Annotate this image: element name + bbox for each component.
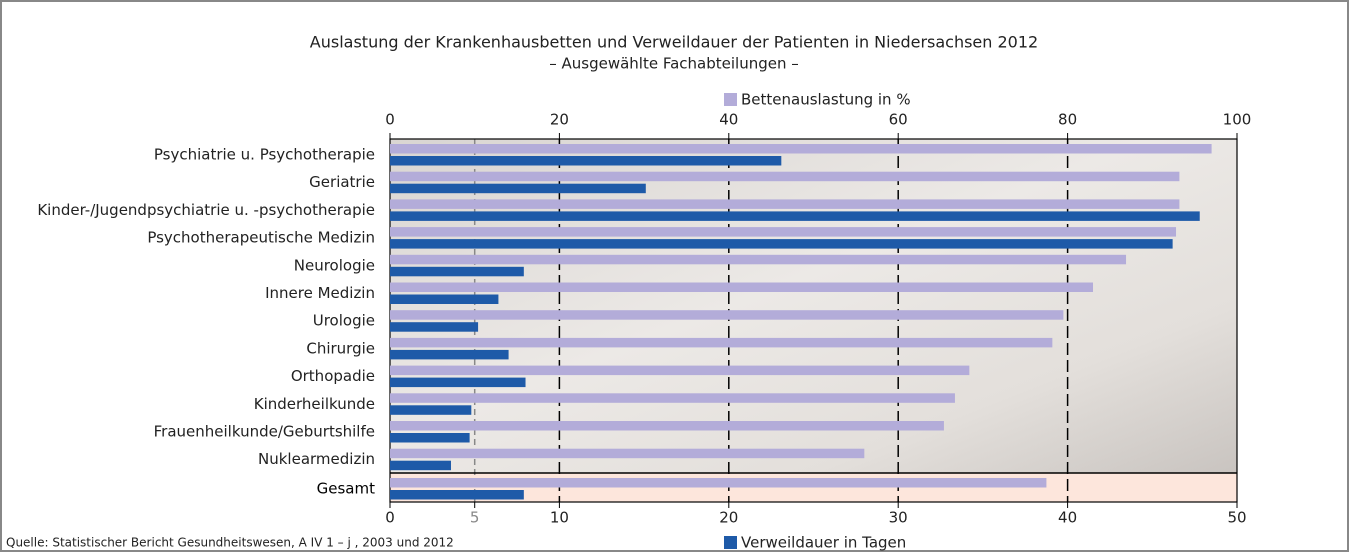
y-tick-label: Kinder-/Jugendpsychiatrie u. -psychother… <box>37 201 375 219</box>
x-tick-label: 100 <box>1223 111 1252 129</box>
chart-title: Auslastung der Krankenhausbetten und Ver… <box>310 33 1038 52</box>
x2-tick-label: 40 <box>1058 509 1077 527</box>
bar <box>390 421 944 431</box>
chart-subtitle: – Ausgewählte Fachabteilungen – <box>549 55 799 73</box>
bar <box>390 490 524 500</box>
y-tick-label: Gesamt <box>317 480 375 498</box>
legend-label: Verweildauer in Tagen <box>741 534 906 552</box>
y-tick-label: Urologie <box>313 312 375 330</box>
bar <box>390 227 1176 237</box>
x2-tick-label: 0 <box>385 509 395 527</box>
bar <box>390 255 1126 264</box>
x-tick-label: 20 <box>550 111 569 129</box>
y-tick-label: Psychiatrie u. Psychotherapie <box>154 146 375 164</box>
legend-swatch <box>724 536 737 549</box>
bar <box>390 144 1212 154</box>
y-tick-label: Nuklearmedizin <box>258 450 375 468</box>
bar <box>390 393 955 403</box>
y-tick-label: Geriatrie <box>309 173 375 191</box>
bar <box>390 156 781 166</box>
chart: Auslastung der Krankenhausbetten und Ver… <box>0 0 1349 552</box>
source: Quelle: Statistischer Bericht Gesundheit… <box>6 536 454 550</box>
y-tick-label: Innere Medizin <box>265 284 375 302</box>
legend-swatch <box>724 93 737 106</box>
x2-tick-label: 50 <box>1227 509 1246 527</box>
bar <box>390 338 1052 348</box>
bar <box>390 211 1200 221</box>
x-tick-label: 80 <box>1058 111 1077 129</box>
bar <box>390 267 524 277</box>
y-tick-label: Chirurgie <box>306 339 375 357</box>
y-tick-label: Neurologie <box>294 256 375 274</box>
bar <box>390 239 1173 249</box>
y-tick-label: Orthopadie <box>291 367 375 385</box>
bar <box>390 199 1179 209</box>
bar <box>390 433 470 443</box>
bar <box>390 378 526 388</box>
bar <box>390 350 509 360</box>
x2-tick-label: 20 <box>719 509 738 527</box>
page: Auslastung der Krankenhausbetten und Ver… <box>0 0 1349 552</box>
x2-tick-label: 10 <box>550 509 569 527</box>
y-tick-label: Kinderheilkunde <box>254 395 375 413</box>
bar <box>390 322 478 332</box>
bar <box>390 283 1093 293</box>
y-tick-label: Psychotherapeutische Medizin <box>147 229 375 247</box>
bar <box>390 461 451 471</box>
bar <box>390 172 1179 182</box>
bar <box>390 405 471 415</box>
y-tick-label: Frauenheilkunde/Geburtshilfe <box>154 423 375 441</box>
x-tick-label: 0 <box>385 111 395 129</box>
bar <box>390 295 498 305</box>
x2-tick-label: 30 <box>889 509 908 527</box>
x-tick-label: 40 <box>719 111 738 129</box>
legend-label: Bettenauslastung in % <box>741 91 911 109</box>
bar <box>390 184 646 194</box>
bar <box>390 310 1063 320</box>
bar <box>390 449 864 459</box>
bar <box>390 366 969 376</box>
x-tick-label: 60 <box>889 111 908 129</box>
x2-tick-label: 5 <box>470 509 480 527</box>
bar <box>390 478 1046 488</box>
